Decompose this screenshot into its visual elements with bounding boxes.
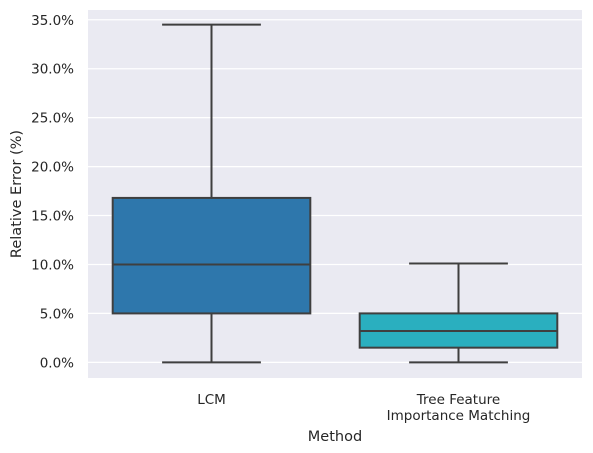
- x-tick-label: Tree Feature Importance Matching: [387, 392, 531, 424]
- y-axis-ticks: 0.0% 5.0% 10.0% 15.0% 20.0% 25.0% 30.0% 35.0%: [31, 13, 74, 372]
- y-tick-label: 10.0%: [31, 257, 74, 273]
- x-tick-label: LCM: [197, 392, 226, 408]
- x-axis-ticks: LCM Tree Feature Importance Matching: [197, 392, 530, 424]
- box-series: [111, 23, 559, 364]
- y-tick-label: 20.0%: [31, 160, 74, 176]
- y-tick-label: 25.0%: [31, 111, 74, 127]
- box-body: [111, 196, 312, 315]
- box-2: [358, 262, 559, 364]
- y-tick-label: 15.0%: [31, 209, 74, 225]
- box-1: [111, 23, 312, 364]
- y-tick-label: 30.0%: [31, 62, 74, 78]
- y-axis-label: Relative Error (%): [9, 130, 25, 258]
- y-tick-label: 35.0%: [31, 13, 74, 29]
- y-tick-label: 0.0%: [40, 355, 74, 371]
- y-tick-label: 5.0%: [40, 306, 74, 322]
- x-axis-label: Method: [308, 429, 362, 445]
